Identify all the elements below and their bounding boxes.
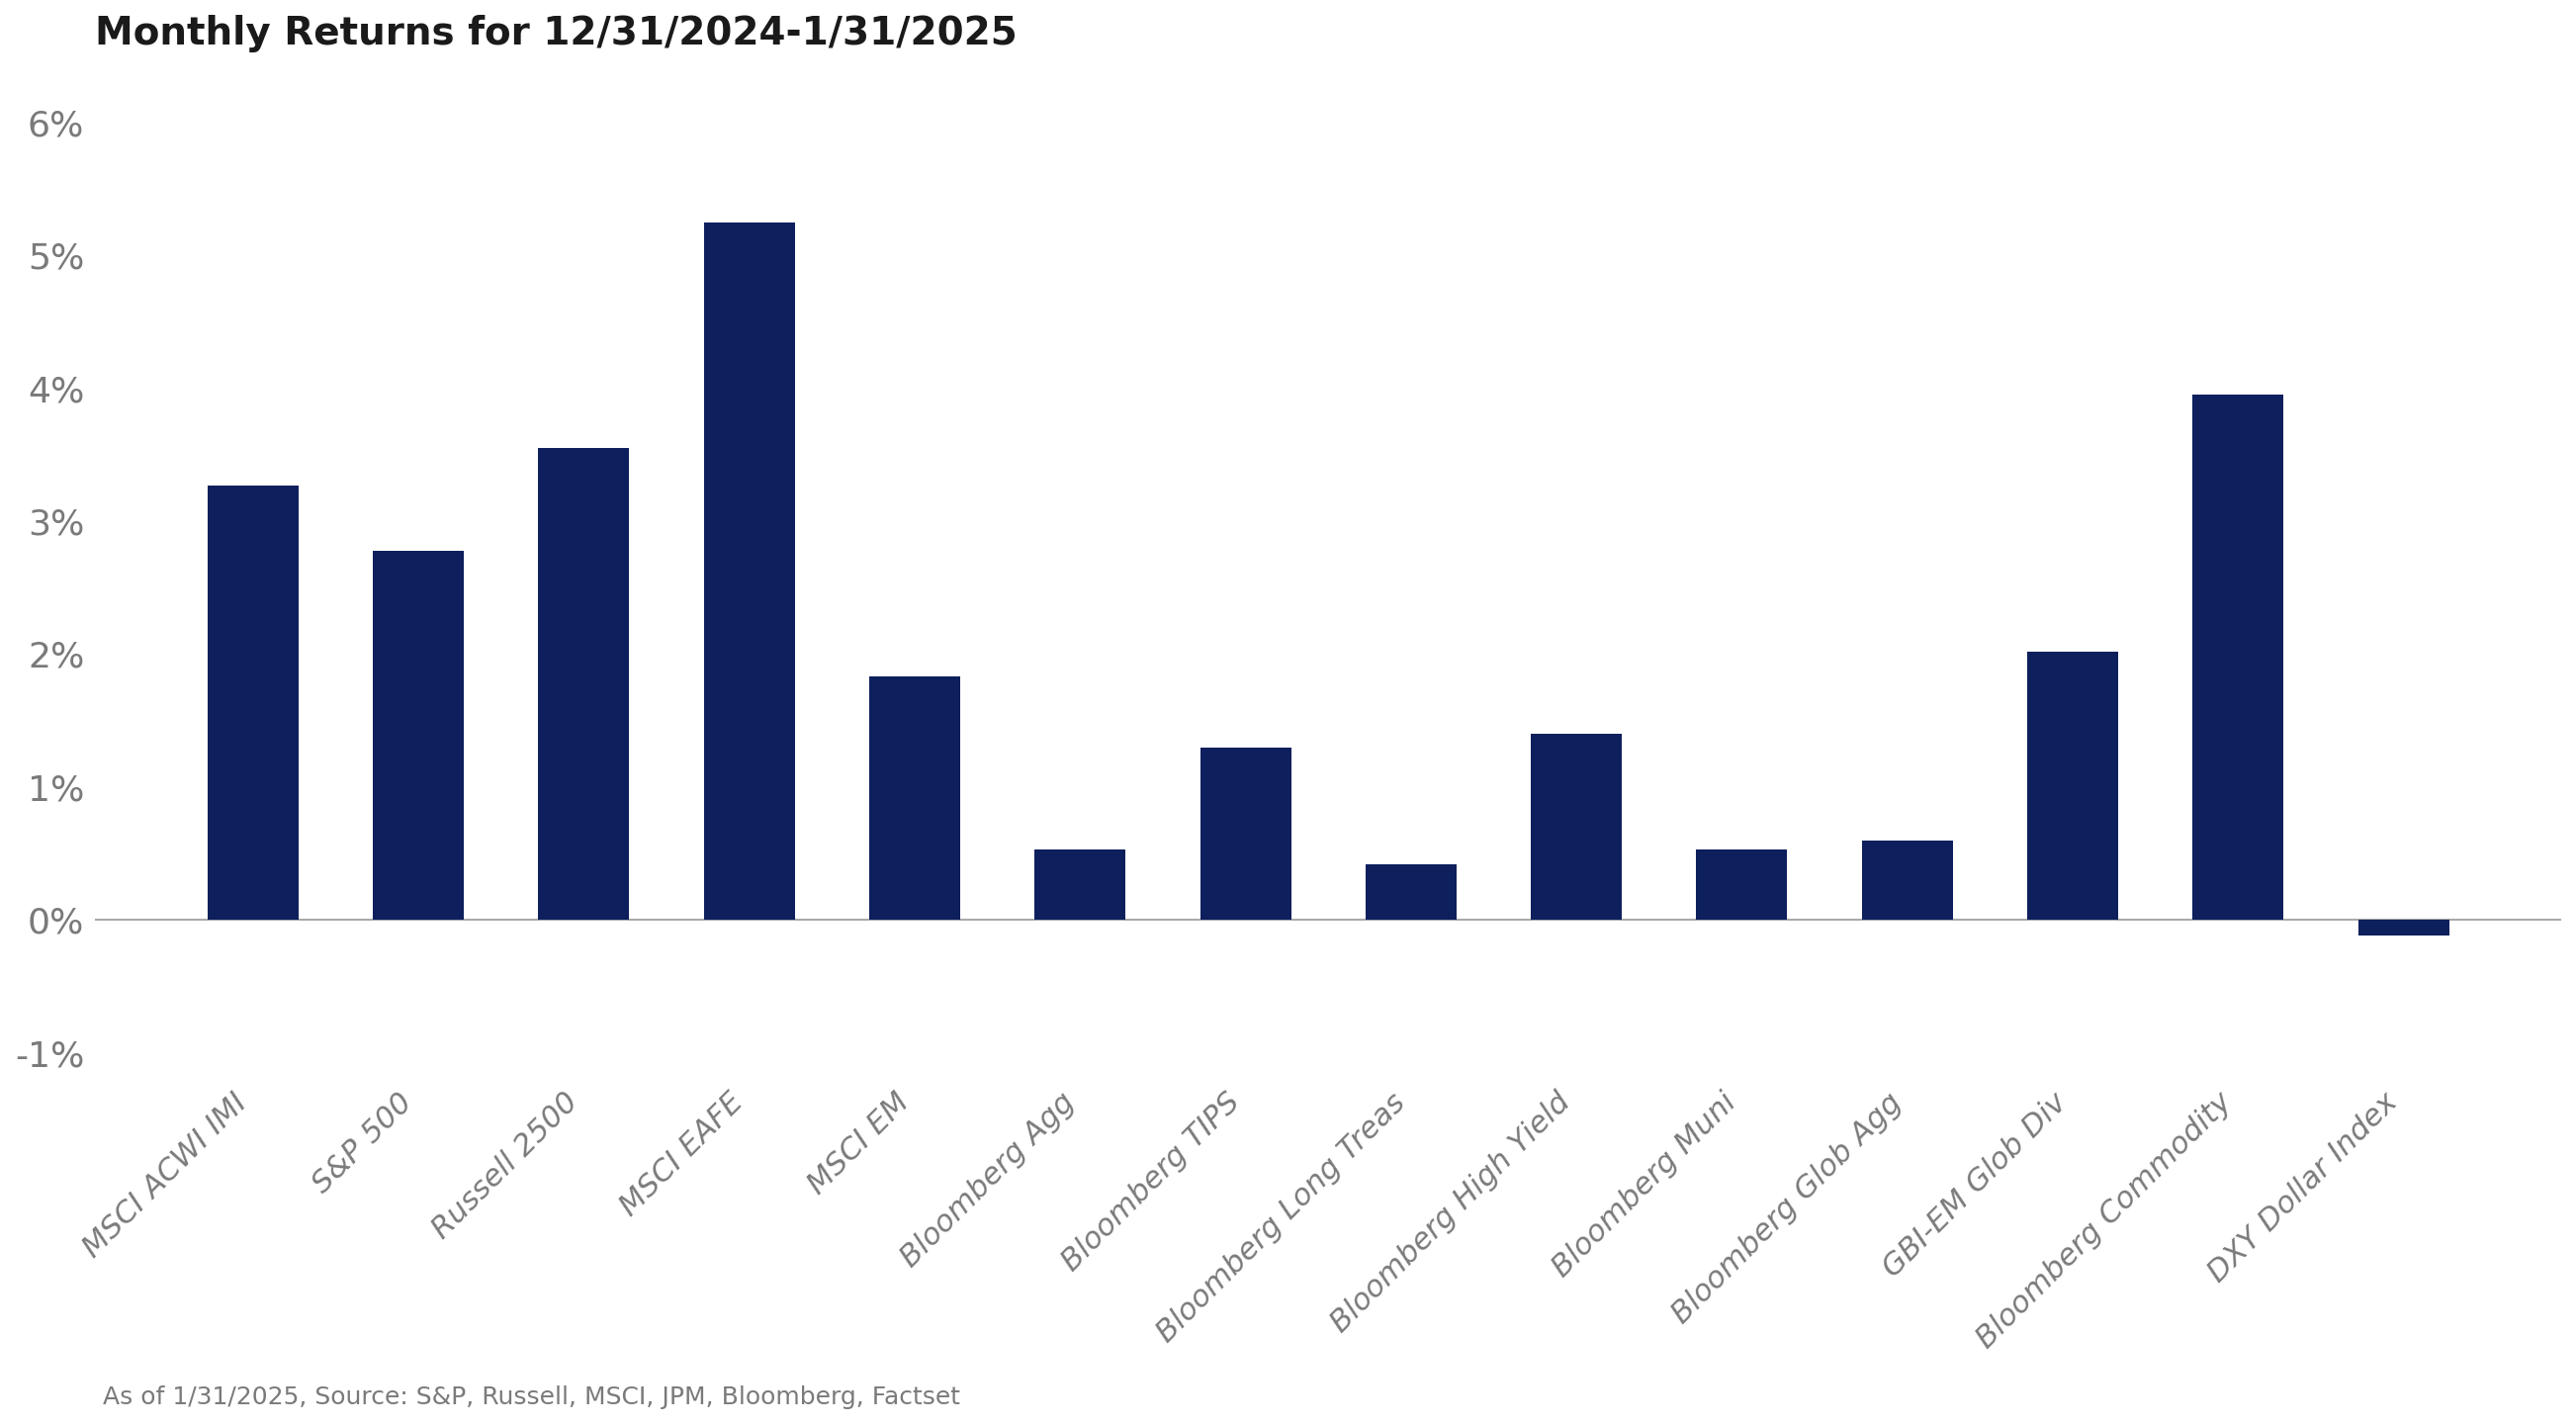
Bar xyxy=(1862,840,1953,920)
Text: As of 1/31/2025, Source: S&P, Russell, MSCI, JPM, Bloomberg, Factset: As of 1/31/2025, Source: S&P, Russell, M… xyxy=(103,1385,961,1409)
Bar xyxy=(1698,850,1788,920)
Bar xyxy=(209,485,299,920)
Text: Monthly Returns for 12/31/2024-1/31/2025: Monthly Returns for 12/31/2024-1/31/2025 xyxy=(95,14,1018,53)
Bar xyxy=(538,448,629,920)
Bar xyxy=(703,222,796,920)
Bar xyxy=(1365,864,1455,920)
Bar xyxy=(2192,395,2285,920)
Bar xyxy=(374,550,464,920)
Bar xyxy=(1200,747,1291,920)
Bar xyxy=(2027,652,2117,920)
Bar xyxy=(1530,734,1623,920)
Bar xyxy=(2357,920,2450,935)
Bar xyxy=(868,677,961,920)
Bar xyxy=(1036,850,1126,920)
